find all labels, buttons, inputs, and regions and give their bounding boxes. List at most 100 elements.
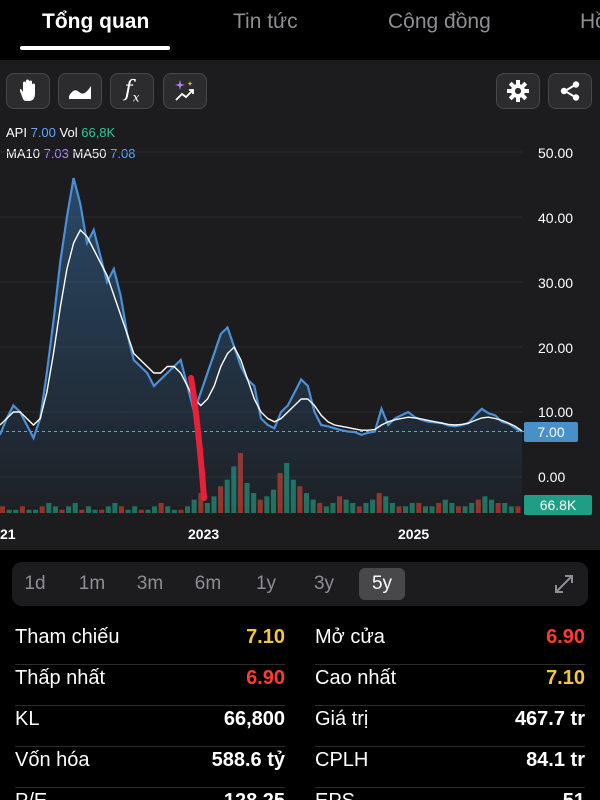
stat-label: Tham chiếu: [15, 626, 120, 648]
top-tab-bar: Tổng quan Tin tức Cộng đồng Hồ: [0, 0, 600, 50]
volume-bar: [151, 506, 158, 513]
stat-row: Thấp nhất 6.90: [15, 667, 285, 707]
stat-row: Giá trị 467.7 tr: [315, 708, 585, 748]
volume-bar: [92, 509, 98, 513]
current-volume-badge: 66.8K: [524, 495, 592, 515]
price-area-fill: [0, 178, 522, 507]
volume-bar: [72, 503, 78, 513]
stat-label: P/E: [15, 790, 47, 800]
volume-bar: [85, 506, 92, 513]
volume-bar: [178, 509, 184, 513]
volume-bar: [436, 503, 442, 513]
period-1d[interactable]: 1d: [24, 573, 46, 594]
period-1y[interactable]: 1y: [255, 573, 277, 594]
volume-bar: [105, 506, 111, 513]
current-price-badge: 7.00: [524, 422, 578, 442]
y-tick-label: 50.00: [538, 145, 574, 161]
period-3y[interactable]: 3y: [313, 573, 335, 594]
volume-bar: [403, 506, 409, 513]
chart-type-button[interactable]: [58, 73, 102, 109]
stat-label: Mở cửa: [315, 626, 385, 648]
stat-value: 128.25: [224, 790, 285, 800]
hand-tool-button[interactable]: [6, 73, 50, 109]
stat-value: 7.10: [246, 626, 285, 648]
period-3m[interactable]: 3m: [136, 573, 164, 594]
stat-divider: [315, 664, 585, 665]
volume-bar: [138, 509, 144, 513]
stat-divider: [315, 705, 585, 706]
indicator-button[interactable]: fx: [110, 73, 154, 109]
volume-bar: [112, 503, 118, 513]
x-tick-label: 21: [0, 526, 16, 542]
stat-divider: [315, 787, 585, 788]
period-selector: 1d 1m 3m 6m 1y 3y 5y: [12, 562, 588, 606]
period-6m[interactable]: 6m: [194, 573, 222, 594]
stat-label: Thấp nhất: [15, 667, 106, 689]
volume-bar: [495, 503, 501, 513]
share-icon: [560, 81, 580, 101]
volume-bar: [416, 503, 422, 513]
tab-news[interactable]: Tin tức: [233, 10, 298, 33]
function-icon: fx: [124, 77, 140, 105]
stat-row: Cao nhất 7.10: [315, 667, 585, 707]
volume-bar: [389, 503, 395, 513]
volume-bar: [502, 503, 508, 513]
stat-value: 51: [563, 790, 585, 800]
stat-row: CPLH 84.1 tr: [315, 749, 585, 789]
volume-bar: [19, 506, 25, 513]
tab-overview[interactable]: Tổng quan: [42, 10, 150, 33]
volume-bar: [396, 506, 402, 513]
volume-bar: [455, 506, 462, 513]
volume-bar: [165, 506, 171, 513]
volume-bar: [6, 509, 12, 513]
ai-analysis-button[interactable]: [163, 73, 207, 109]
expand-icon[interactable]: [552, 572, 576, 596]
stat-label: Vốn hóa: [15, 749, 90, 771]
stat-value: 588.6 tỷ: [211, 749, 285, 771]
stat-divider: [15, 746, 285, 747]
stat-label: Cao nhất: [315, 667, 397, 689]
volume-bar: [145, 509, 151, 513]
y-tick-label: 20.00: [538, 340, 574, 356]
tab-profile[interactable]: Hồ: [580, 10, 600, 33]
x-tick-label: 2025: [398, 526, 430, 542]
volume-bar: [508, 506, 514, 513]
active-tab-indicator: [20, 46, 170, 50]
volume-bar: [158, 503, 164, 513]
stat-value: 66,800: [223, 708, 285, 730]
period-1m[interactable]: 1m: [78, 573, 106, 594]
volume-bar: [204, 503, 210, 513]
moving-average-line: [0, 228, 523, 432]
annotation-stroke: [188, 375, 207, 501]
area-chart-icon: [69, 86, 91, 99]
chart-settings-button[interactable]: [496, 73, 540, 109]
stat-row: P/E 128.25: [15, 790, 285, 800]
stat-value: 6.90: [246, 667, 285, 689]
volume-bar: [125, 509, 131, 513]
settings-icon: [507, 80, 529, 102]
tab-community[interactable]: Cộng đồng: [388, 10, 491, 33]
share-button[interactable]: [548, 73, 592, 109]
volume-bar: [330, 503, 336, 513]
stat-label: CPLH: [315, 749, 369, 771]
period-5y[interactable]: 5y: [359, 568, 405, 600]
stat-row: Tham chiếu 7.10: [15, 626, 285, 666]
volume-bar: [13, 509, 19, 513]
volume-bar: [422, 506, 428, 513]
stat-label: EPS: [315, 790, 355, 800]
volume-bar: [52, 506, 58, 513]
volume-bar: [171, 509, 177, 513]
volume-bar: [409, 503, 415, 513]
volume-bar: [350, 503, 356, 513]
volume-bar: [79, 509, 85, 513]
hand-icon: [19, 79, 35, 101]
price-chart[interactable]: [0, 0, 600, 550]
volume-bar: [118, 506, 125, 513]
x-tick-label: 2023: [188, 526, 220, 542]
volume-bar: [429, 506, 435, 513]
volume-bar: [449, 503, 455, 513]
volume-bar: [323, 506, 329, 513]
stat-value: 467.7 tr: [514, 708, 585, 730]
stat-value: 7.10: [546, 667, 585, 689]
volume-bar: [66, 506, 72, 513]
